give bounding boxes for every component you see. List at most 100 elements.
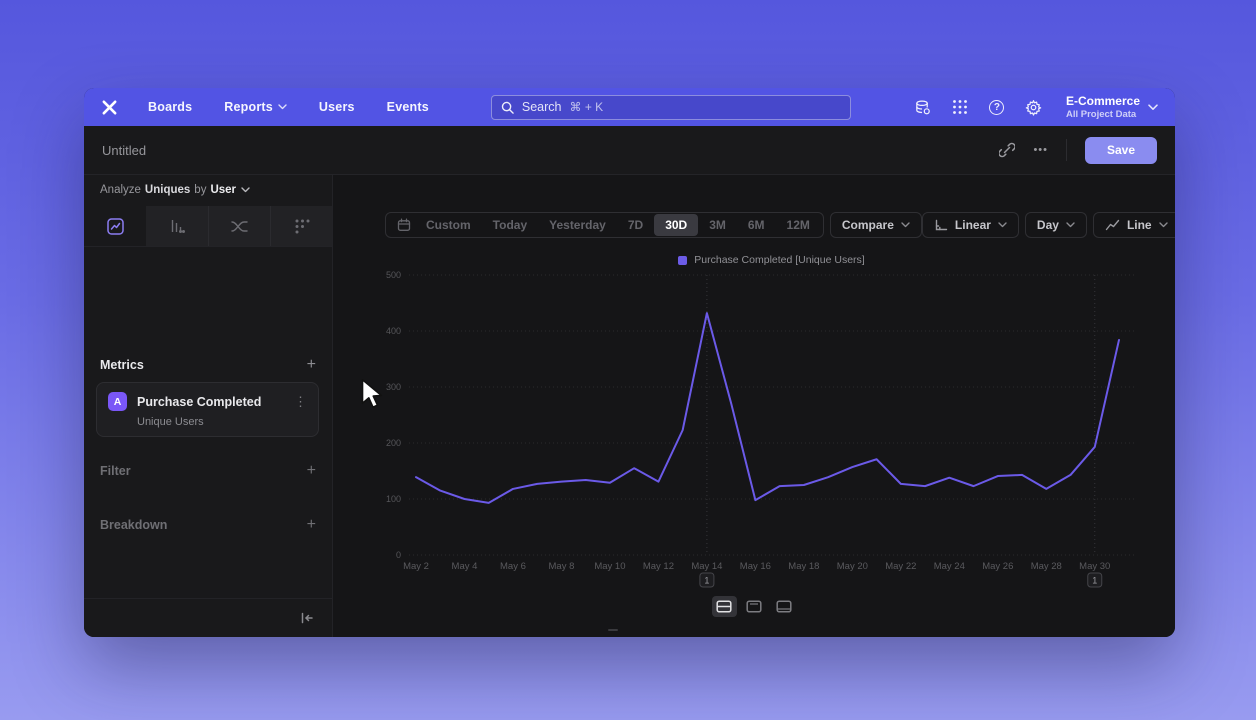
nav-item-reports[interactable]: Reports bbox=[224, 100, 287, 114]
metric-aggregation[interactable]: Unique Users bbox=[137, 416, 204, 428]
axis-scale-icon bbox=[935, 219, 948, 230]
date-range-group: Custom Today Yesterday 7D 30D 3M 6M 12M bbox=[385, 212, 824, 238]
line-chart-icon bbox=[1105, 219, 1120, 231]
chevron-down-icon bbox=[901, 222, 910, 228]
range-6m[interactable]: 6M bbox=[747, 218, 765, 232]
layout-bottom-panel-button[interactable] bbox=[772, 596, 797, 617]
search-input[interactable]: Search ⌘ + K bbox=[490, 94, 851, 120]
project-name: E-Commerce bbox=[1065, 94, 1140, 109]
apps-grid-icon[interactable] bbox=[951, 98, 969, 116]
nav-right-group: ? E-Commerce All Project Data bbox=[914, 94, 1158, 120]
scroll-indicator bbox=[608, 629, 618, 631]
metrics-label: Metrics bbox=[100, 358, 144, 372]
save-button[interactable]: Save bbox=[1085, 136, 1157, 164]
scale-dropdown[interactable]: Linear bbox=[921, 212, 1019, 238]
metric-event-name[interactable]: Purchase Completed bbox=[137, 394, 262, 409]
annotation-badge[interactable] bbox=[699, 572, 715, 588]
legend-swatch bbox=[678, 255, 688, 265]
add-metric-button[interactable]: + bbox=[306, 356, 316, 373]
interval-label: Day bbox=[1036, 218, 1059, 232]
annotation-count: 1 bbox=[1092, 576, 1097, 586]
analyze-row: Analyze Uniques by User bbox=[100, 184, 250, 196]
chart-line-series[interactable] bbox=[415, 312, 1120, 504]
view-controls: Linear Day Line bbox=[921, 212, 1175, 238]
data-management-icon[interactable] bbox=[914, 98, 932, 116]
x-tick-label: May 8 bbox=[549, 561, 575, 572]
funnel-bars-icon bbox=[171, 220, 185, 233]
add-filter-button[interactable]: + bbox=[306, 462, 316, 479]
analyze-prefix: Analyze bbox=[100, 184, 141, 196]
range-30d[interactable]: 30D bbox=[654, 214, 699, 236]
range-custom[interactable]: Custom bbox=[426, 218, 471, 232]
analyze-by-dropdown[interactable]: User bbox=[210, 184, 237, 196]
filter-label: Filter bbox=[100, 464, 131, 478]
nav-item-events[interactable]: Events bbox=[386, 100, 429, 114]
metrics-section-header: Metrics + bbox=[100, 357, 316, 373]
insights-chart-icon bbox=[106, 217, 124, 235]
filter-section-header: Filter + bbox=[100, 463, 316, 479]
tab-funnels[interactable] bbox=[146, 206, 208, 246]
nav-menu: Boards Reports Users Events bbox=[148, 100, 429, 114]
layout-toggles bbox=[409, 596, 1099, 617]
query-builder-sidebar: Analyze Uniques by User bbox=[84, 175, 333, 637]
x-tick-label: May 14 bbox=[691, 561, 722, 572]
analyze-metric-dropdown[interactable]: Uniques bbox=[144, 184, 191, 196]
mixpanel-logo-icon[interactable] bbox=[101, 99, 118, 116]
y-tick-label: 100 bbox=[386, 494, 401, 504]
report-title[interactable]: Untitled bbox=[102, 142, 147, 158]
mouse-cursor bbox=[361, 379, 383, 409]
range-today[interactable]: Today bbox=[492, 218, 528, 232]
compare-label: Compare bbox=[841, 218, 894, 232]
x-tick-label: May 28 bbox=[1031, 561, 1062, 572]
x-tick-label: May 12 bbox=[643, 561, 674, 572]
scale-label: Linear bbox=[954, 218, 991, 232]
y-tick-label: 300 bbox=[386, 382, 401, 392]
tab-retention[interactable] bbox=[270, 206, 332, 246]
layout-split-view-button[interactable] bbox=[711, 596, 737, 617]
chart-toolbar: Custom Today Yesterday 7D 30D 3M 6M 12M Compare… bbox=[385, 212, 1175, 238]
range-3m[interactable]: 3M bbox=[709, 218, 726, 232]
chevron-down-icon bbox=[998, 222, 1007, 228]
annotation-count: 1 bbox=[704, 576, 709, 586]
project-selector[interactable]: E-Commerce All Project Data bbox=[1066, 94, 1158, 120]
metric-series-badge: A bbox=[108, 392, 127, 411]
retention-dots-icon bbox=[295, 219, 309, 234]
legend-label: Purchase Completed [Unique Users] bbox=[694, 254, 865, 266]
x-tick-label: May 6 bbox=[500, 561, 526, 572]
share-link-icon[interactable] bbox=[999, 142, 1016, 158]
search-placeholder: Search bbox=[521, 100, 562, 114]
project-scope: All Project Data bbox=[1065, 108, 1137, 120]
metric-card[interactable]: A Purchase Completed ⋮ Unique Users bbox=[96, 382, 319, 437]
interval-dropdown[interactable]: Day bbox=[1024, 212, 1087, 238]
search-shortcut: ⌘ + K bbox=[569, 100, 604, 114]
top-nav: Boards Reports Users Events Search ⌘ + K bbox=[84, 88, 1175, 126]
calendar-icon bbox=[388, 218, 415, 232]
y-tick-label: 0 bbox=[396, 550, 401, 560]
metric-kebab-menu[interactable]: ⋮ bbox=[294, 393, 307, 409]
range-7d[interactable]: 7D bbox=[627, 218, 644, 232]
y-tick-label: 500 bbox=[386, 270, 401, 280]
compare-button[interactable]: Compare bbox=[829, 212, 922, 238]
tab-insights[interactable] bbox=[84, 206, 146, 246]
tab-flows[interactable] bbox=[208, 206, 270, 246]
layout-full-view-button[interactable] bbox=[742, 596, 767, 617]
search-icon bbox=[501, 101, 514, 114]
range-yesterday[interactable]: Yesterday bbox=[549, 218, 606, 232]
add-breakdown-button[interactable]: + bbox=[306, 516, 316, 533]
range-12m[interactable]: 12M bbox=[786, 218, 810, 232]
nav-item-users[interactable]: Users bbox=[318, 100, 355, 114]
report-header: Untitled ••• Save bbox=[84, 126, 1175, 175]
help-icon[interactable]: ? bbox=[988, 98, 1006, 116]
x-tick-label: May 24 bbox=[934, 561, 965, 572]
chart-type-label: Line bbox=[1126, 218, 1152, 232]
x-tick-label: May 2 bbox=[403, 561, 429, 572]
chevron-down-icon bbox=[241, 187, 250, 193]
chart-legend: Purchase Completed [Unique Users] bbox=[409, 254, 1134, 266]
nav-item-boards[interactable]: Boards bbox=[148, 100, 193, 114]
more-options-button[interactable]: ••• bbox=[1033, 144, 1048, 156]
app-window: Boards Reports Users Events Search ⌘ + K bbox=[84, 88, 1175, 637]
collapse-sidebar-icon[interactable] bbox=[299, 611, 314, 625]
annotation-badge[interactable] bbox=[1087, 572, 1103, 588]
chart-type-dropdown[interactable]: Line bbox=[1092, 212, 1175, 238]
settings-gear-icon[interactable] bbox=[1025, 98, 1043, 116]
